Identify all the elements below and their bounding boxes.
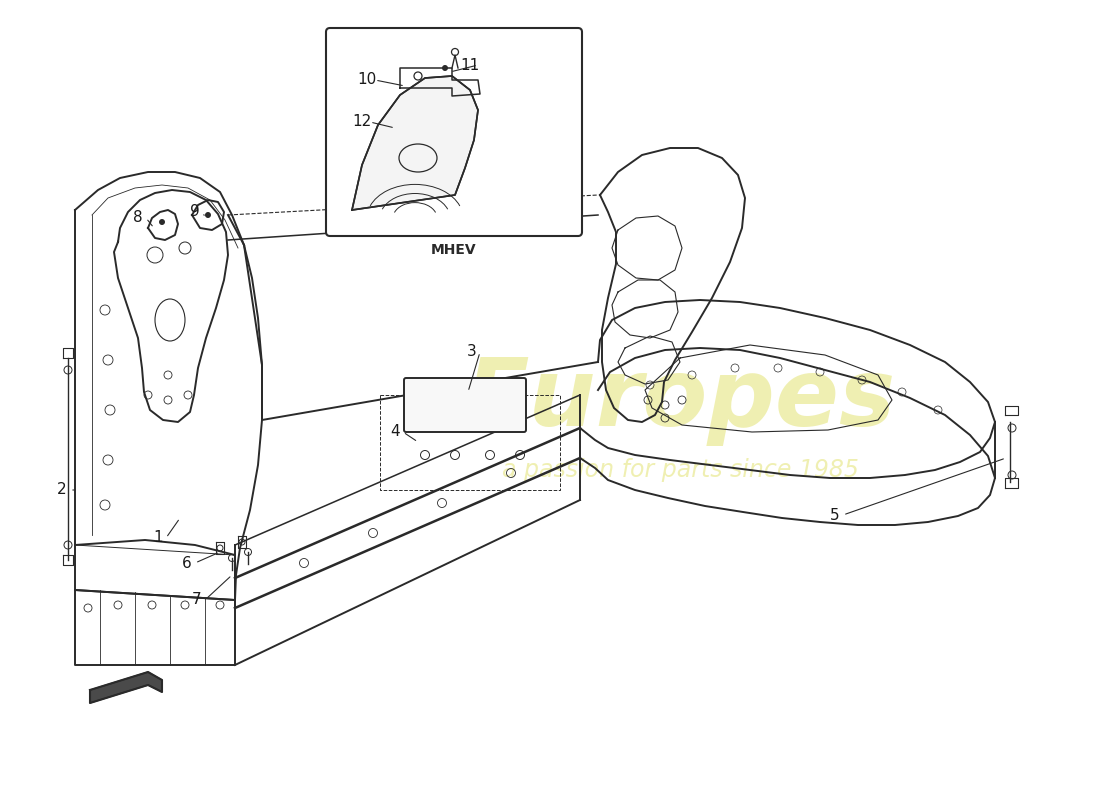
Text: 8: 8: [133, 210, 143, 226]
Text: 10: 10: [358, 73, 376, 87]
Text: 11: 11: [461, 58, 480, 73]
Circle shape: [160, 219, 165, 225]
Text: 9: 9: [190, 205, 200, 219]
Polygon shape: [352, 76, 478, 210]
Text: a passion for parts since 1985: a passion for parts since 1985: [502, 458, 858, 482]
Text: 5: 5: [830, 507, 839, 522]
Polygon shape: [90, 672, 162, 703]
Text: 12: 12: [352, 114, 372, 130]
Circle shape: [442, 65, 448, 71]
Text: 4: 4: [390, 425, 399, 439]
Text: MHEV: MHEV: [431, 243, 476, 257]
FancyBboxPatch shape: [404, 378, 526, 432]
Text: 6: 6: [183, 555, 191, 570]
Text: 7: 7: [192, 593, 201, 607]
FancyBboxPatch shape: [326, 28, 582, 236]
Text: 3: 3: [468, 345, 477, 359]
Text: 2: 2: [57, 482, 67, 498]
Circle shape: [205, 212, 211, 218]
Text: Europes: Europes: [464, 354, 895, 446]
Text: 1: 1: [153, 530, 163, 546]
